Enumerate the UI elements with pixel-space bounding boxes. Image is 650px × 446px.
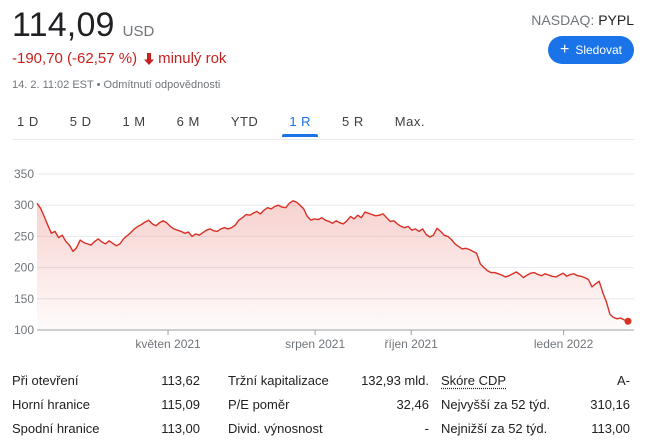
- quote-meta: 14. 2. 11:02 EST • Odmítnutí odpovědnost…: [12, 79, 220, 91]
- stat-cdp-score: Skóre CDP A-: [441, 373, 630, 388]
- chart-area: [37, 200, 628, 330]
- cdp-score-link[interactable]: Skóre CDP: [441, 372, 507, 388]
- stat-value: 32,46: [396, 396, 429, 412]
- x-tick-label: srpen 2021: [285, 337, 345, 351]
- range-tabs: 1 D 5 D 1 M 6 M YTD 1 R 5 R Max.: [6, 108, 445, 137]
- meta-separator: •: [96, 79, 104, 91]
- y-tick-label: 300: [14, 198, 34, 212]
- change-value: -190,70 (-62,57 %): [12, 50, 138, 67]
- stat-value: 115,09: [161, 396, 200, 412]
- plus-icon: +: [559, 41, 570, 58]
- range-tab-max[interactable]: Max.: [394, 114, 425, 129]
- stat-label: Nejnižší za 52 týd.: [441, 420, 548, 436]
- stat-label: Tržní kapitalizace: [228, 372, 329, 388]
- chart-y-axis: 350 300 250 200 150 100: [14, 167, 34, 337]
- y-tick-label: 350: [14, 167, 34, 181]
- range-tab-1r[interactable]: 1 R: [278, 108, 322, 137]
- follow-button[interactable]: + Sledovat: [548, 36, 634, 64]
- y-tick-label: 200: [14, 261, 34, 275]
- y-tick-label: 250: [14, 229, 34, 243]
- stats-table: Při otevření 113,62 Tržní kapitalizace 1…: [12, 368, 632, 440]
- arrow-down-icon: [144, 52, 155, 65]
- stat-label: Spodní hranice: [12, 420, 100, 436]
- price-value: 114,09: [12, 6, 115, 44]
- stat-value: 113,62: [161, 372, 200, 388]
- y-tick-label: 150: [14, 292, 34, 306]
- price-currency: USD: [122, 23, 155, 40]
- stat-label: Nejvyšší za 52 týd.: [441, 396, 551, 412]
- price-chart[interactable]: 350 300 250 200 150 100 květen 2021 srpen 2021…: [0, 160, 650, 356]
- range-tab-5d[interactable]: 5 D: [69, 114, 92, 129]
- range-tab-ytd[interactable]: YTD: [230, 114, 259, 129]
- chart-last-point: [624, 317, 632, 325]
- price-block: 114,09 USD: [12, 6, 154, 45]
- stat-dividend-yield: Divid. výnosnost -: [228, 421, 429, 436]
- tabs-divider: [12, 139, 634, 140]
- stat-value: 310,16: [590, 396, 630, 412]
- stat-value: A-: [617, 372, 630, 388]
- exchange-name: NASDAQ:: [531, 12, 595, 28]
- stat-label: Divid. výnosnost: [228, 420, 323, 436]
- follow-label: Sledovat: [575, 43, 623, 57]
- stat-low: Spodní hranice 113,00: [12, 421, 200, 436]
- change-period: minulý rok: [158, 50, 227, 67]
- stat-52w-high: Nejvyšší za 52 týd. 310,16: [441, 397, 630, 412]
- y-tick-label: 100: [14, 323, 34, 337]
- quote-timestamp: 14. 2. 11:02 EST: [12, 79, 94, 91]
- stat-value: 113,00: [591, 420, 630, 436]
- disclaimer-link[interactable]: Odmítnutí odpovědnosti: [103, 79, 221, 91]
- symbol-name: PYPL: [598, 12, 634, 28]
- stat-high: Horní hranice 115,09: [12, 397, 200, 412]
- stat-value: -: [424, 420, 429, 436]
- stat-label: Při otevření: [12, 372, 79, 388]
- price-change: -190,70 (-62,57 %) minulý rok: [12, 50, 226, 67]
- stat-value: 113,00: [161, 420, 200, 436]
- range-tab-1m[interactable]: 1 M: [122, 114, 146, 129]
- x-tick-label: říjen 2021: [384, 337, 438, 351]
- stat-open: Při otevření 113,62: [12, 373, 200, 388]
- stat-pe-ratio: P/E poměr 32,46: [228, 397, 429, 412]
- stats-row: Při otevření 113,62 Tržní kapitalizace 1…: [12, 368, 632, 392]
- stat-value: 132,93 mld.: [361, 372, 429, 388]
- stat-52w-low: Nejnižší za 52 týd. 113,00: [441, 421, 630, 436]
- x-tick-label: květen 2021: [135, 337, 201, 351]
- stat-market-cap: Tržní kapitalizace 132,93 mld.: [228, 373, 429, 388]
- range-tab-5r[interactable]: 5 R: [342, 114, 364, 129]
- chart-line: [36, 200, 629, 322]
- chart-x-axis: květen 2021 srpen 2021 říjen 2021 leden 202…: [135, 330, 594, 351]
- stat-label: P/E poměr: [228, 396, 290, 412]
- stats-row: Spodní hranice 113,00 Divid. výnosnost -…: [12, 416, 632, 440]
- ticker-symbol: NASDAQ: PYPL: [531, 12, 634, 28]
- stats-row: Horní hranice 115,09 P/E poměr 32,46 Nej…: [12, 392, 632, 416]
- range-tab-6m[interactable]: 6 M: [176, 114, 200, 129]
- stat-label: Horní hranice: [12, 396, 91, 412]
- x-tick-label: leden 2022: [534, 337, 594, 351]
- range-tab-1d[interactable]: 1 D: [17, 114, 39, 129]
